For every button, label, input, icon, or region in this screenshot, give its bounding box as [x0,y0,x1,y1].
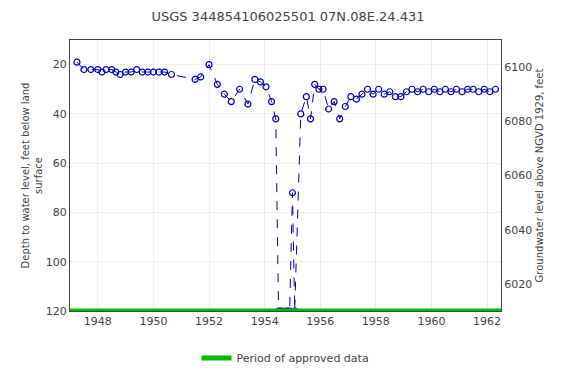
svg-text:1956: 1956 [306,315,334,328]
svg-text:100: 100 [46,256,67,269]
svg-text:80: 80 [53,206,67,219]
svg-text:USGS 344854106025501 07N.08E.2: USGS 344854106025501 07N.08E.24.431 [151,9,424,24]
svg-text:20: 20 [53,58,67,71]
svg-text:1952: 1952 [195,315,223,328]
svg-text:1954: 1954 [251,315,279,328]
svg-text:1962: 1962 [473,315,501,328]
svg-text:6040: 6040 [504,224,532,237]
svg-text:6020: 6020 [504,278,532,291]
svg-text:1950: 1950 [139,315,167,328]
svg-text:6100: 6100 [504,61,532,74]
svg-text:6060: 6060 [504,169,532,182]
svg-text:1960: 1960 [417,315,445,328]
svg-text:1948: 1948 [84,315,112,328]
svg-text:40: 40 [53,108,67,121]
svg-text:Depth to water level, feet bel: Depth to water level, feet below landsur… [20,83,44,269]
svg-text:120: 120 [46,305,67,318]
svg-text:1958: 1958 [362,315,390,328]
svg-text:6080: 6080 [504,115,532,128]
svg-text:60: 60 [53,157,67,170]
svg-text:Period of approved data: Period of approved data [237,352,369,365]
svg-text:Groundwater level above NGVD 1: Groundwater level above NGVD 1929, feet [534,69,545,283]
